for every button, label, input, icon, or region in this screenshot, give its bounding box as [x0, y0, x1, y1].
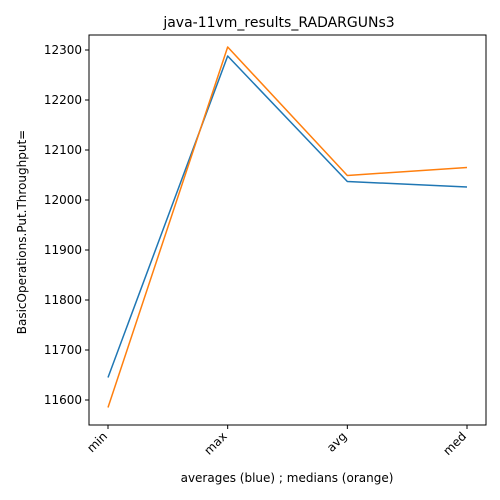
series-line-averages [107, 55, 468, 378]
y-tick-label: 11700 [44, 343, 82, 357]
x-tick-label: max [201, 429, 229, 457]
x-tick-label: med [440, 429, 469, 458]
y-tick-label: 11600 [44, 393, 82, 407]
series-line-medians [107, 46, 468, 408]
plot-frame [88, 34, 487, 426]
y-tick-label: 11800 [44, 293, 82, 307]
y-tick-label: 11900 [44, 243, 82, 257]
x-tick-label: min [84, 429, 110, 455]
y-tick-label: 12000 [44, 193, 82, 207]
x-axis-label: averages (blue) ; medians (orange) [181, 471, 394, 485]
chart-title: java-11vm_results_RADARGUNs3 [162, 15, 394, 31]
y-axis-label: BasicOperations.Put.Throughput= [15, 130, 29, 334]
x-tick-label: avg [324, 429, 350, 455]
y-tick-label: 12200 [44, 93, 82, 107]
plot-area: 11600 11700 11800 11900 12000 12100 12200 12300… [44, 34, 487, 458]
y-tick-label: 12300 [44, 43, 82, 57]
y-tick-label: 12100 [44, 143, 82, 157]
